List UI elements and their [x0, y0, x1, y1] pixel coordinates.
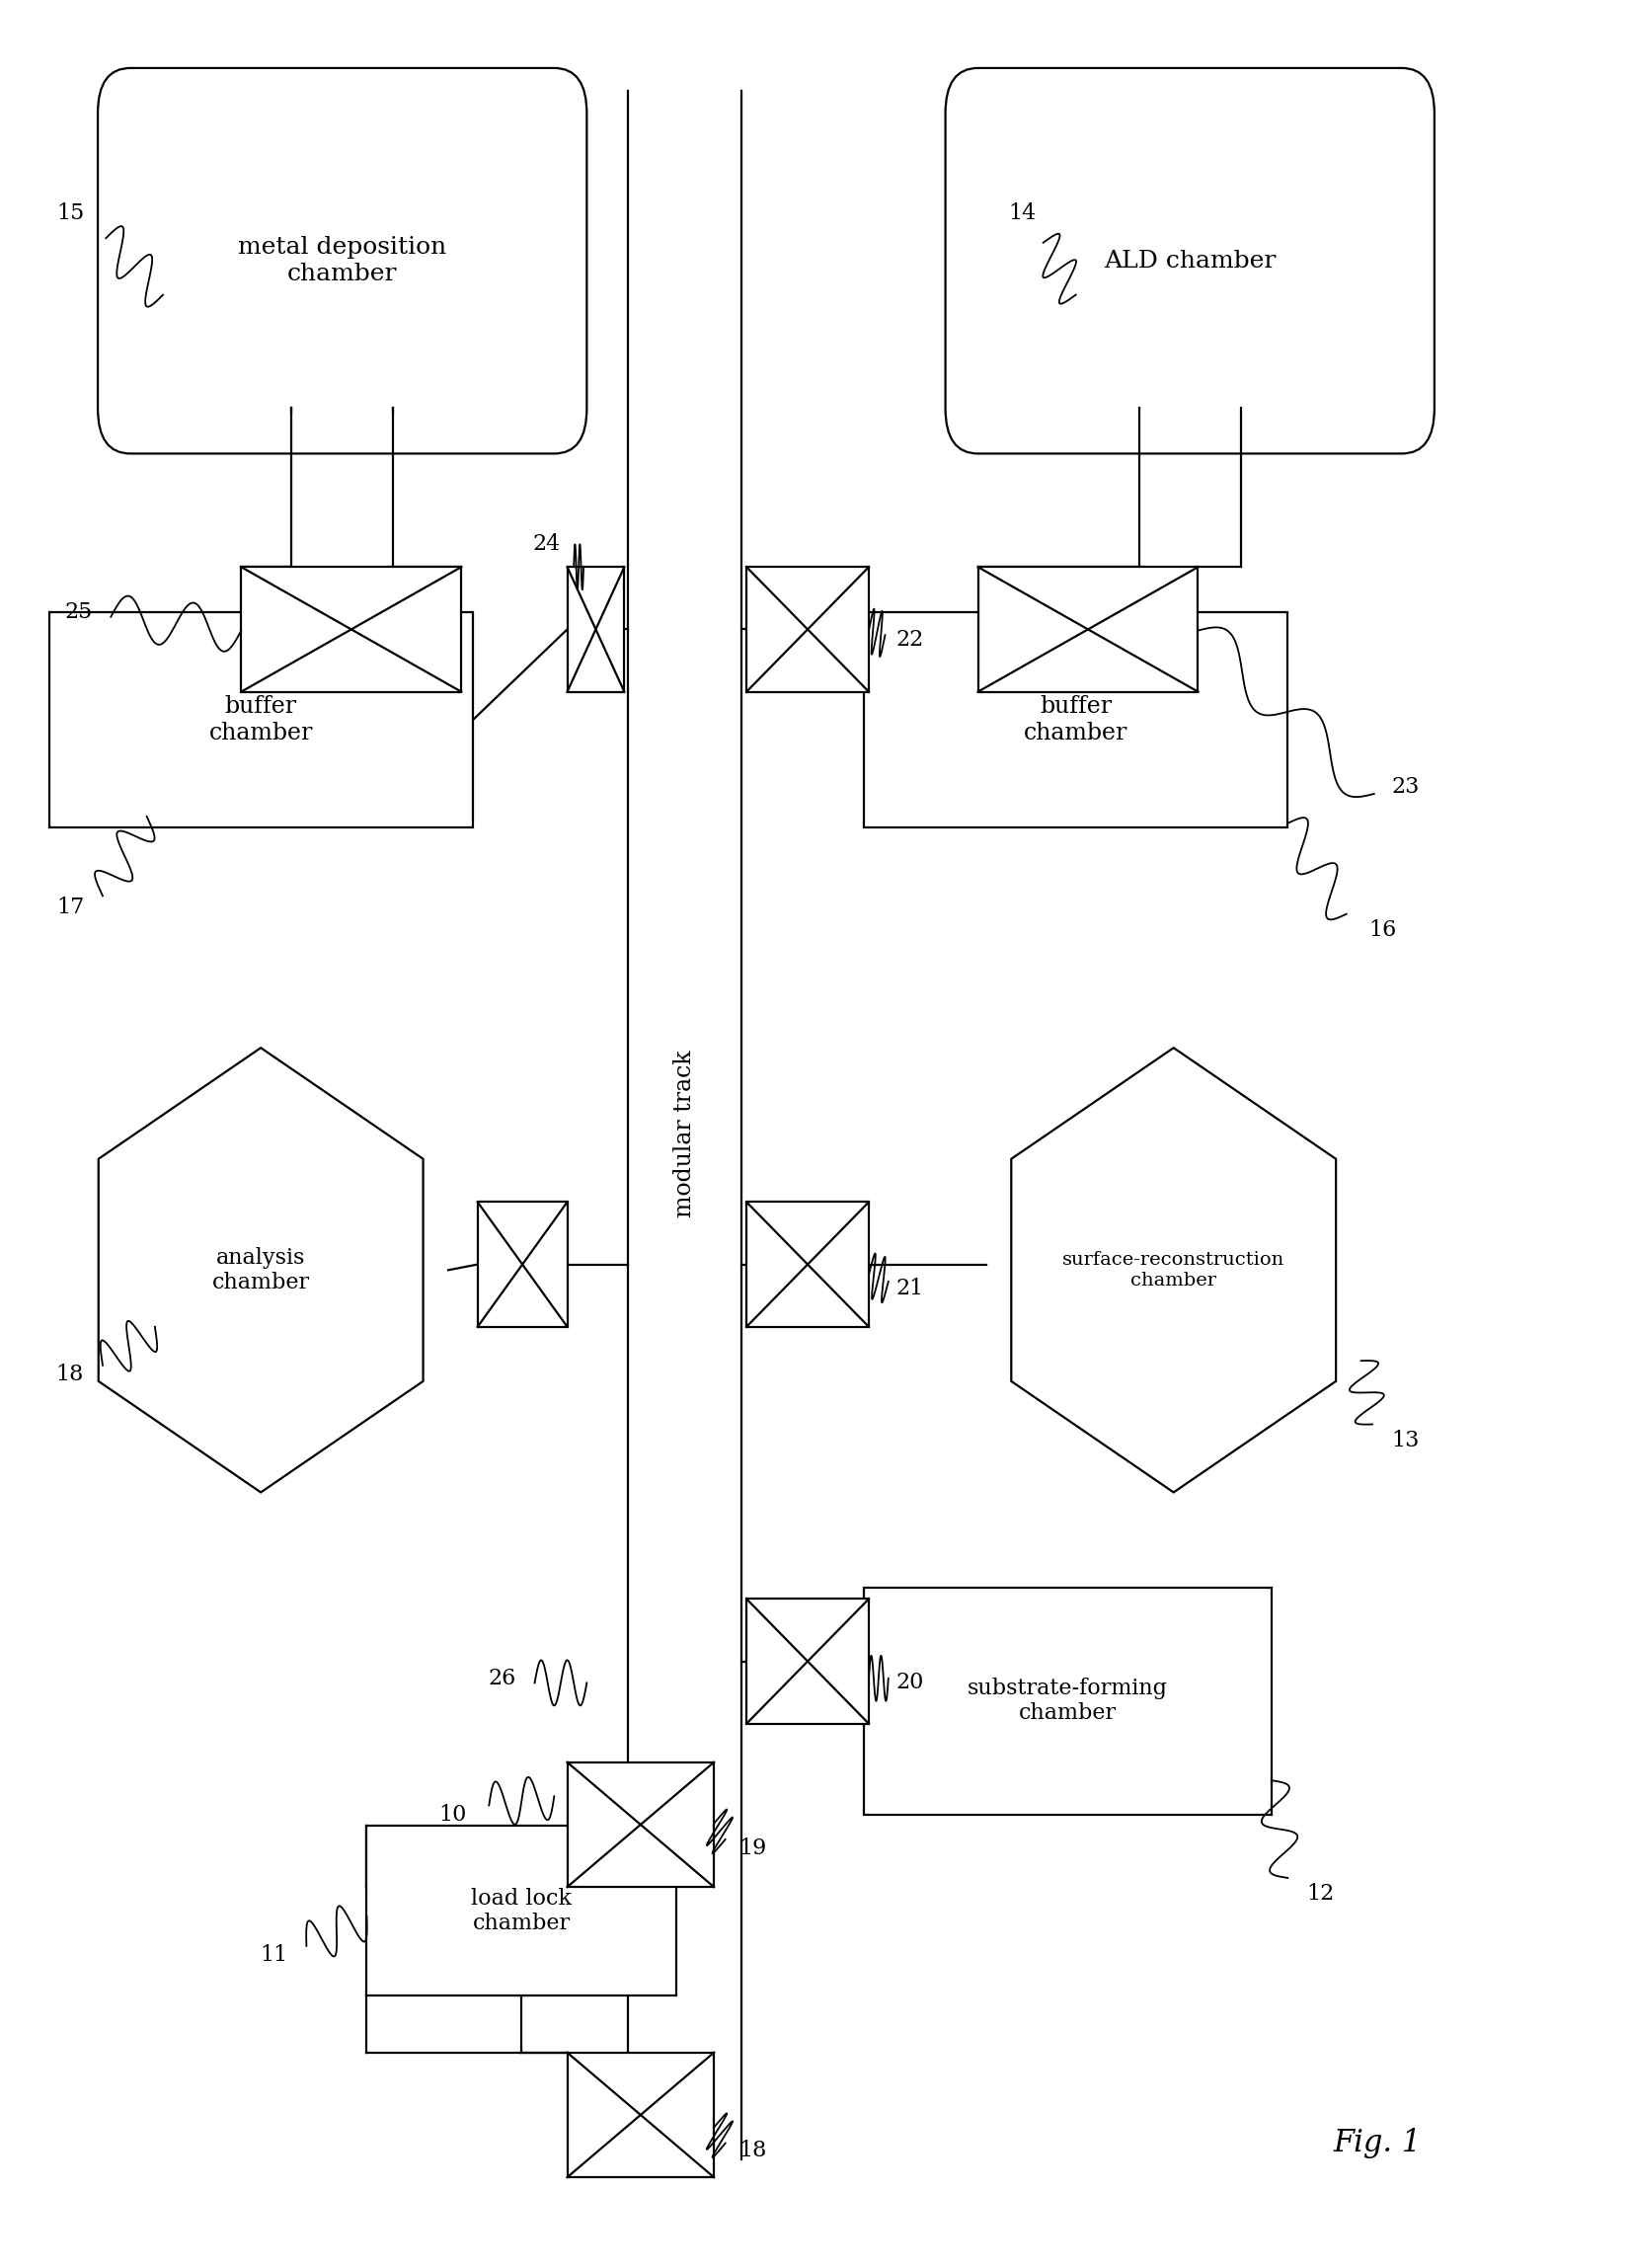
Text: 10: 10: [438, 1803, 468, 1826]
Bar: [567, 1762, 714, 1887]
Text: 22: 22: [895, 628, 924, 651]
Text: analysis
chamber: analysis chamber: [212, 1247, 310, 1293]
Text: 18: 18: [55, 1363, 85, 1386]
Text: load lock
chamber: load lock chamber: [471, 1887, 572, 1935]
Text: 26: 26: [487, 1667, 517, 1690]
Text: 12: 12: [1306, 1882, 1335, 1905]
Bar: [747, 1599, 869, 1724]
Bar: [478, 1202, 567, 1327]
Text: 24: 24: [531, 533, 561, 556]
Text: 11: 11: [259, 1944, 289, 1966]
Bar: [49, 612, 473, 828]
Text: 13: 13: [1390, 1429, 1420, 1452]
Text: ALD chamber: ALD chamber: [1104, 249, 1276, 272]
Bar: [241, 567, 461, 692]
Text: 20: 20: [895, 1672, 924, 1694]
FancyBboxPatch shape: [98, 68, 587, 454]
Text: metal deposition
chamber: metal deposition chamber: [238, 236, 447, 286]
Text: 18: 18: [738, 2139, 768, 2161]
Bar: [367, 1826, 676, 1996]
Text: Fig. 1: Fig. 1: [1333, 2127, 1421, 2159]
Text: 21: 21: [895, 1277, 924, 1300]
Text: surface-reconstruction
chamber: surface-reconstruction chamber: [1063, 1252, 1284, 1288]
Bar: [978, 567, 1198, 692]
Text: buffer
chamber: buffer chamber: [1024, 696, 1128, 744]
Text: 15: 15: [55, 202, 85, 225]
FancyBboxPatch shape: [945, 68, 1434, 454]
Bar: [747, 567, 869, 692]
Bar: [864, 612, 1288, 828]
Text: 14: 14: [1007, 202, 1037, 225]
Polygon shape: [1011, 1048, 1337, 1492]
Text: 23: 23: [1390, 776, 1420, 798]
Bar: [567, 2053, 714, 2177]
Text: modular track: modular track: [673, 1050, 696, 1218]
Bar: [747, 1202, 869, 1327]
Text: substrate-forming
chamber: substrate-forming chamber: [968, 1678, 1167, 1724]
Polygon shape: [98, 1048, 424, 1492]
Bar: [864, 1588, 1271, 1814]
Text: buffer
chamber: buffer chamber: [209, 696, 313, 744]
Text: 19: 19: [738, 1837, 768, 1860]
Bar: [567, 567, 624, 692]
Text: 17: 17: [55, 896, 85, 919]
Text: 16: 16: [1368, 919, 1397, 941]
Text: 25: 25: [64, 601, 93, 624]
